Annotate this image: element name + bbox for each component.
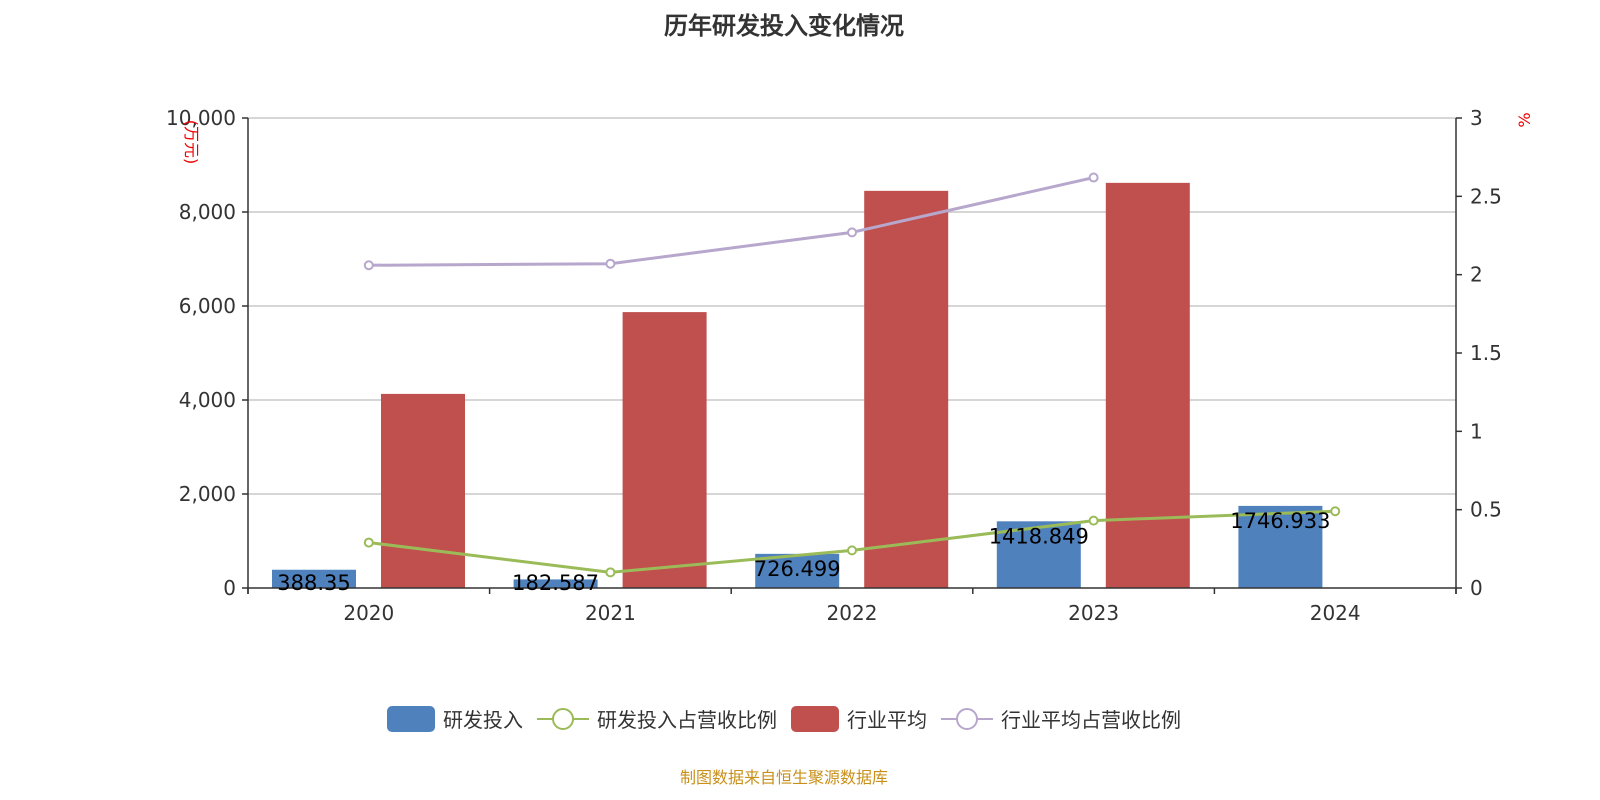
x-tick-label: 2024 xyxy=(1310,601,1361,625)
legend: 研发投入 研发投入占营收比例 行业平均 行业平均占营收比例 xyxy=(0,704,1568,733)
y-left-tick-label: 0 xyxy=(223,576,236,600)
line-point xyxy=(363,537,374,548)
line-point xyxy=(1088,515,1099,526)
y-left-tick-label: 2,000 xyxy=(179,482,236,506)
legend-item[interactable]: 研发投入 xyxy=(387,704,523,733)
bar-2021 xyxy=(513,579,598,588)
x-tick-label: 2021 xyxy=(585,601,636,625)
x-tick-label: 2020 xyxy=(343,601,394,625)
bar-2020 xyxy=(272,569,356,588)
y-right-tick-label: 3 xyxy=(1470,106,1483,130)
legend-item[interactable]: 行业平均 xyxy=(791,704,927,733)
bar-2022 xyxy=(755,553,840,588)
line-point xyxy=(605,258,616,269)
line-研发投入占营收比例 xyxy=(368,509,1336,574)
bar-2021 xyxy=(622,312,707,588)
line-point xyxy=(363,260,374,271)
y-left-axis-label: (万元) xyxy=(182,120,201,165)
x-tick-label: 2023 xyxy=(1068,601,1119,625)
y-right-tick-label: 0 xyxy=(1470,576,1483,600)
source-note: 制图数据来自恒生聚源数据库 xyxy=(679,768,888,787)
bar-data-label: 1746.933 xyxy=(1230,509,1330,533)
y-right-tick-label: 2.5 xyxy=(1470,184,1502,208)
y-right-tick-label: 1 xyxy=(1470,419,1483,443)
legend-label: 行业平均占营收比例 xyxy=(1001,708,1181,732)
y-left-tick-label: 8,000 xyxy=(179,200,236,224)
y-left-tick-label: 6,000 xyxy=(179,294,236,318)
bar-2020 xyxy=(381,393,465,588)
legend-bar-swatch-icon xyxy=(387,705,435,732)
bar-2022 xyxy=(864,190,949,588)
bar-data-label: 388.35 xyxy=(277,571,350,595)
line-point xyxy=(847,227,857,238)
line-point xyxy=(847,545,857,556)
y-right-tick-label: 2 xyxy=(1470,263,1483,287)
legend-bar-swatch-icon xyxy=(791,705,839,732)
y-right-axis-label: % xyxy=(1515,112,1534,127)
y-right-tick-label: 0.5 xyxy=(1470,498,1502,522)
legend-label: 研发投入占营收比例 xyxy=(597,708,777,732)
y-left-tick-label: 4,000 xyxy=(179,388,236,412)
bar-data-label: 182.587 xyxy=(512,571,599,595)
legend-line-swatch-icon xyxy=(941,707,993,730)
legend-label: 行业平均 xyxy=(847,708,927,732)
line-point xyxy=(1088,172,1099,183)
y-right-tick-label: 1.5 xyxy=(1470,341,1502,365)
line-point xyxy=(605,567,616,578)
legend-item[interactable]: 行业平均占营收比例 xyxy=(941,704,1181,733)
legend-line-swatch-icon xyxy=(537,707,589,730)
y-left-tick-label: 10,000 xyxy=(166,106,236,130)
bar-data-label: 1418.849 xyxy=(989,524,1089,548)
line-行业平均占营收比例 xyxy=(368,176,1094,267)
bar-data-label: 726.499 xyxy=(754,557,841,581)
bar-2024 xyxy=(1238,505,1323,588)
legend-item[interactable]: 研发投入占营收比例 xyxy=(537,704,777,733)
bar-2023 xyxy=(1105,182,1190,589)
chart-title: 历年研发投入变化情况 xyxy=(664,12,904,40)
bar-2023 xyxy=(996,521,1081,588)
x-tick-label: 2022 xyxy=(827,601,878,625)
line-point xyxy=(1330,506,1341,517)
legend-label: 研发投入 xyxy=(443,708,523,732)
